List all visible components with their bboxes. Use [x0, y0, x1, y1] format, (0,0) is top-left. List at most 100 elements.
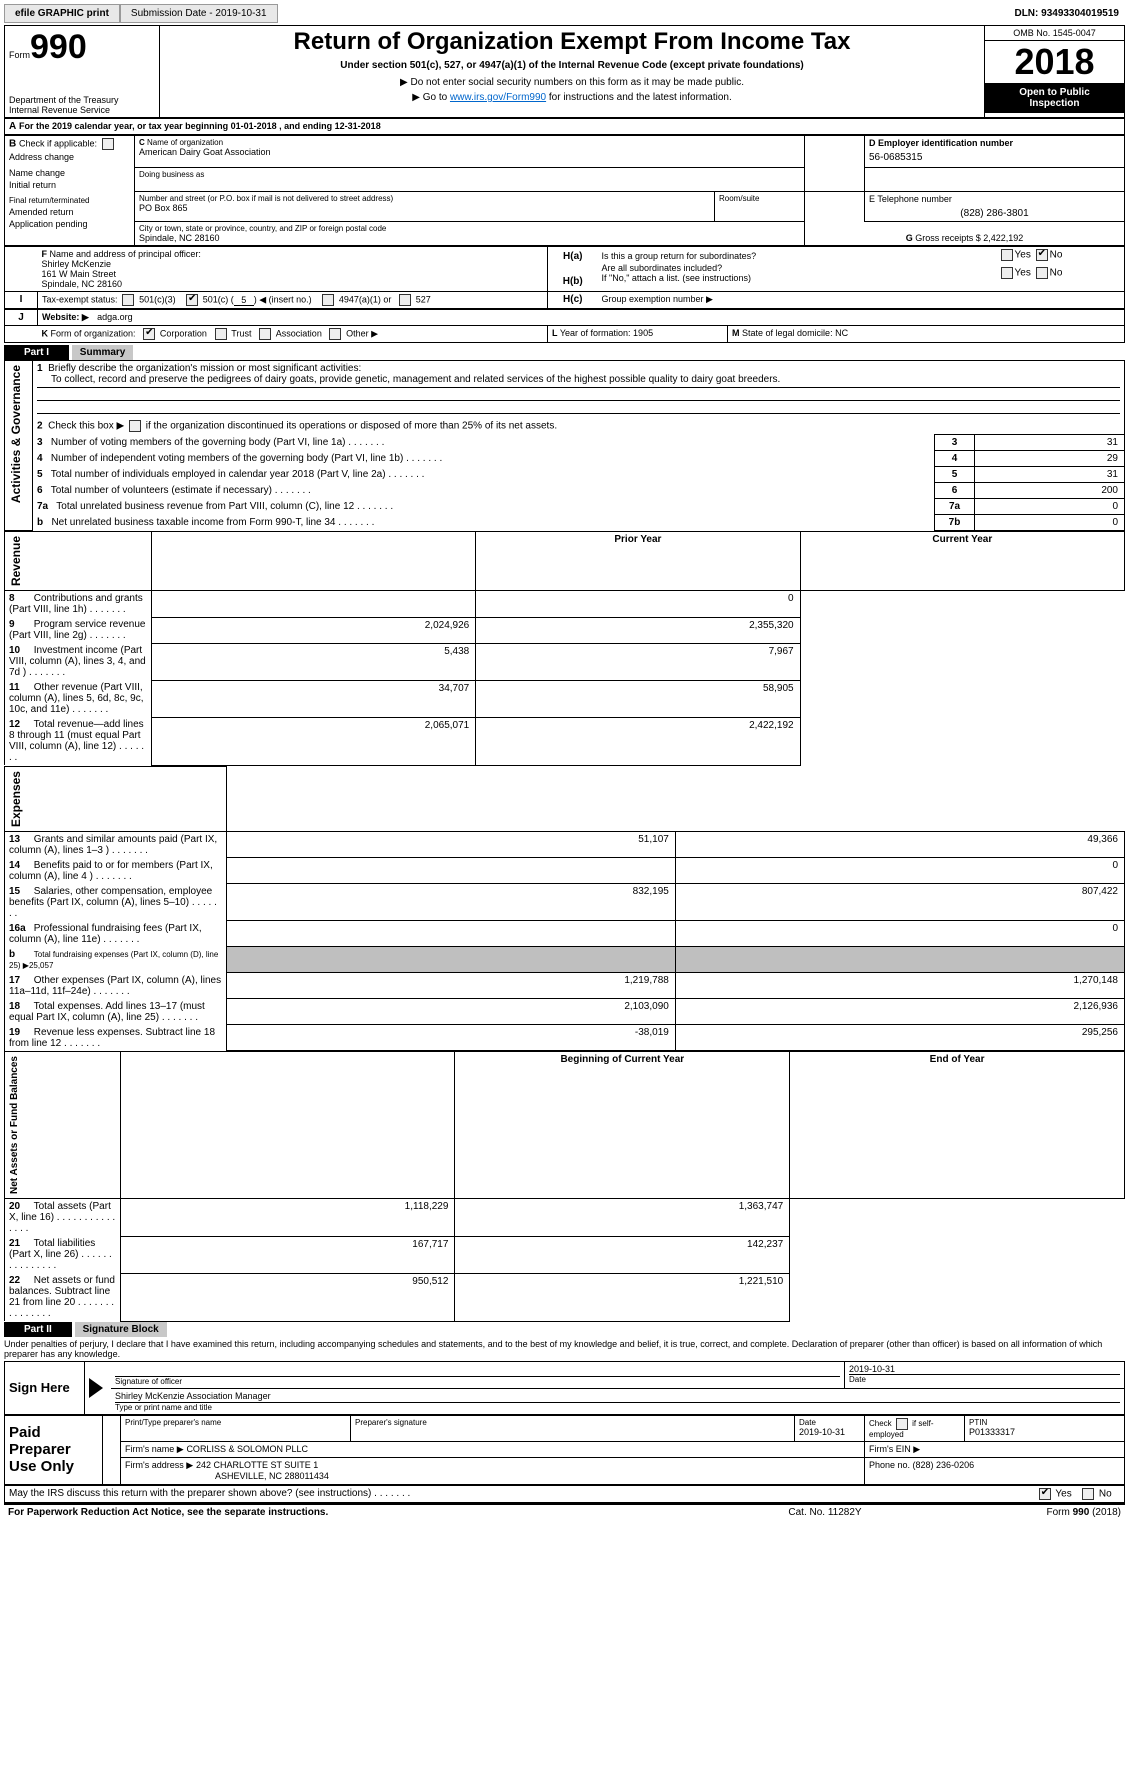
discuss-no-checkbox[interactable] [1082, 1488, 1094, 1500]
self-employed-checkbox[interactable] [896, 1418, 908, 1430]
opt-name: Name change [9, 168, 130, 178]
corp-checkbox[interactable] [143, 328, 155, 340]
note2-prefix: ▶ Go to [412, 92, 450, 103]
col-prior: Prior Year [476, 532, 800, 591]
section-a: A [9, 121, 16, 132]
summary-row: 3 Number of voting members of the govern… [5, 435, 1125, 451]
phone-value: (828) 286-3801 [869, 208, 1120, 219]
name-title-label: Type or print name and title [115, 1403, 1120, 1412]
open-public2: Inspection [989, 98, 1120, 109]
opt-pending: Application pending [9, 219, 130, 229]
toolbar: efile GRAPHIC print Submission Date - 20… [4, 4, 1125, 23]
527-checkbox[interactable] [399, 294, 411, 306]
form-header: Form990 Department of the Treasury Inter… [4, 25, 1125, 118]
year-formation: Year of formation: 1905 [560, 328, 653, 338]
signature-block: Sign Here Signature of officer 2019-10-3… [4, 1361, 1125, 1415]
opt-final: Final return/terminated [9, 196, 130, 205]
line2-checkbox[interactable] [129, 420, 141, 432]
part2-title: Signature Block [75, 1322, 167, 1337]
hb-text: Are all subordinates included? [602, 263, 991, 273]
irs-label: Internal Revenue Service [9, 105, 155, 115]
gross-receipts: Gross receipts $ 2,422,192 [915, 233, 1023, 243]
sidebar-exp: Expenses [5, 767, 27, 831]
street-value: PO Box 865 [139, 203, 710, 213]
trust-checkbox[interactable] [215, 328, 227, 340]
line2-num: 2 [37, 421, 43, 432]
summary-row: 21 Total liabilities (Part X, line 26) .… [5, 1236, 1125, 1273]
501c-checkbox[interactable] [186, 294, 198, 306]
summary-row: 12 Total revenue—add lines 8 through 11 … [5, 717, 1125, 765]
hb-yes-checkbox[interactable] [1001, 267, 1013, 279]
ha-yes-checkbox[interactable] [1001, 249, 1013, 261]
line2-text: Check this box ▶ [48, 421, 124, 432]
opt-501c-a: 501(c) ( [203, 295, 234, 305]
form-org-label: Form of organization: [51, 329, 136, 339]
col-current: Current Year [800, 532, 1124, 591]
officer-h-block: F Name and address of principal officer:… [4, 246, 1125, 309]
section-g: G [906, 233, 913, 243]
hb-label: H(b) [563, 276, 583, 287]
ptin-value: P01333317 [969, 1427, 1120, 1437]
sidebar-ag: Activities & Governance [5, 361, 27, 507]
section-i: I [20, 294, 23, 305]
form-number: 990 [30, 28, 87, 66]
checkbox-generic[interactable] [102, 138, 114, 150]
hb-no-checkbox[interactable] [1036, 267, 1048, 279]
ha-no: No [1050, 250, 1063, 261]
revenue-table: Revenue Prior Year Current Year 8 Contri… [4, 531, 1125, 766]
form-prefix: Form [9, 50, 30, 60]
period-mid: , and ending [277, 121, 335, 131]
preparer-block: Paid Preparer Use Only Print/Type prepar… [4, 1415, 1125, 1485]
summary-row: 8 Contributions and grants (Part VIII, l… [5, 591, 1125, 618]
summary-row: 10 Investment income (Part VIII, column … [5, 643, 1125, 680]
summary-row: 5 Total number of individuals employed i… [5, 467, 1125, 483]
officer-addr1: 161 W Main Street [42, 269, 544, 279]
note2-suffix: for instructions and the latest informat… [546, 92, 732, 103]
hc-label: H(c) [563, 294, 582, 305]
line1-text: Briefly describe the organization's miss… [48, 363, 361, 374]
room-label: Room/suite [719, 194, 800, 203]
section-b: B [9, 139, 16, 150]
efile-button[interactable]: efile GRAPHIC print [4, 4, 120, 23]
discuss-yes-checkbox[interactable] [1039, 1488, 1051, 1500]
firm-addr2: ASHEVILLE, NC 288011434 [215, 1471, 329, 1481]
discuss-text: May the IRS discuss this return with the… [9, 1488, 371, 1499]
ha-label: H(a) [563, 251, 582, 262]
period-pre: For the 2019 calendar year, or tax year … [19, 121, 231, 131]
opt-501c-c: ) ◀ (insert no.) [254, 295, 312, 305]
prep-col3: Date [799, 1418, 860, 1427]
firm-name-label: Firm's name ▶ [125, 1444, 184, 1454]
netassets-table: Net Assets or Fund Balances Beginning of… [4, 1051, 1125, 1322]
col-end: End of Year [790, 1052, 1125, 1199]
opt-amended: Amended return [9, 207, 130, 217]
assoc-checkbox[interactable] [259, 328, 271, 340]
form-note1: ▶ Do not enter social security numbers o… [164, 77, 980, 88]
opt-other: Other ▶ [346, 329, 378, 339]
4947-checkbox[interactable] [322, 294, 334, 306]
other-checkbox[interactable] [329, 328, 341, 340]
declaration-text: Under penalties of perjury, I declare th… [4, 1337, 1125, 1361]
opt-trust: Trust [231, 329, 251, 339]
hb-no: No [1050, 268, 1063, 279]
section-l: L [552, 328, 558, 338]
ha-no-checkbox[interactable] [1036, 249, 1048, 261]
summary-row: 13 Grants and similar amounts paid (Part… [5, 831, 1125, 858]
summary-row: 15 Salaries, other compensation, employe… [5, 884, 1125, 921]
form990-link[interactable]: www.irs.gov/Form990 [450, 92, 546, 103]
dba-value [139, 179, 800, 189]
open-public1: Open to Public [989, 87, 1120, 98]
prep-col1: Print/Type preparer's name [125, 1418, 346, 1427]
opt-501c3: 501(c)(3) [139, 295, 176, 305]
ein-label: D Employer identification number [869, 138, 1013, 148]
ha-yes: Yes [1015, 250, 1031, 261]
sidebar-nab: Net Assets or Fund Balances [5, 1052, 24, 1198]
opt-initial: Initial return [9, 180, 130, 190]
opt-501c-num: 5 [234, 295, 254, 306]
501c3-checkbox[interactable] [122, 294, 134, 306]
omb-number: OMB No. 1545-0047 [985, 26, 1124, 41]
expenses-table: Expenses 13 Grants and similar amounts p… [4, 766, 1125, 1052]
hb-yes: Yes [1015, 268, 1031, 279]
prep-col2: Preparer's signature [355, 1418, 790, 1427]
sidebar-rev: Revenue [5, 532, 27, 590]
discuss-yes: Yes [1055, 1488, 1071, 1499]
